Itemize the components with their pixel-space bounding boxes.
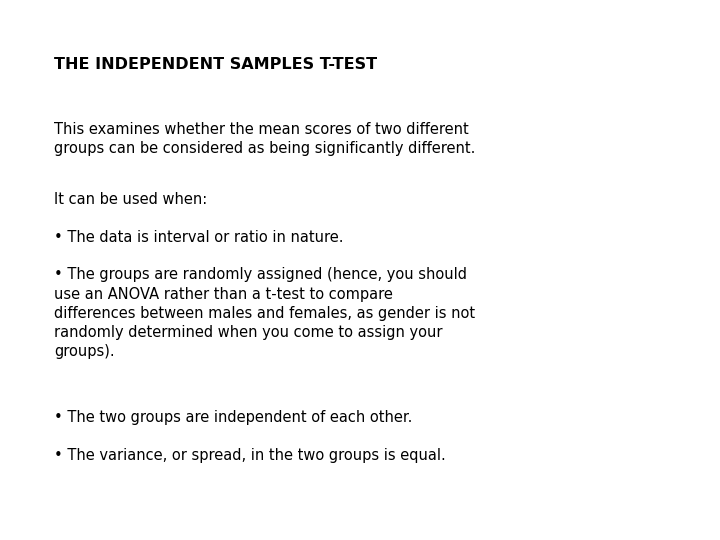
Text: • The groups are randomly assigned (hence, you should
use an ANOVA rather than a: • The groups are randomly assigned (henc…: [54, 267, 475, 359]
Text: • The two groups are independent of each other.: • The two groups are independent of each…: [54, 410, 413, 426]
Text: • The variance, or spread, in the two groups is equal.: • The variance, or spread, in the two gr…: [54, 448, 446, 463]
Text: THE INDEPENDENT SAMPLES T-TEST: THE INDEPENDENT SAMPLES T-TEST: [54, 57, 377, 72]
Text: This examines whether the mean scores of two different
groups can be considered : This examines whether the mean scores of…: [54, 122, 475, 156]
Text: It can be used when:: It can be used when:: [54, 192, 207, 207]
Text: • The data is interval or ratio in nature.: • The data is interval or ratio in natur…: [54, 230, 343, 245]
